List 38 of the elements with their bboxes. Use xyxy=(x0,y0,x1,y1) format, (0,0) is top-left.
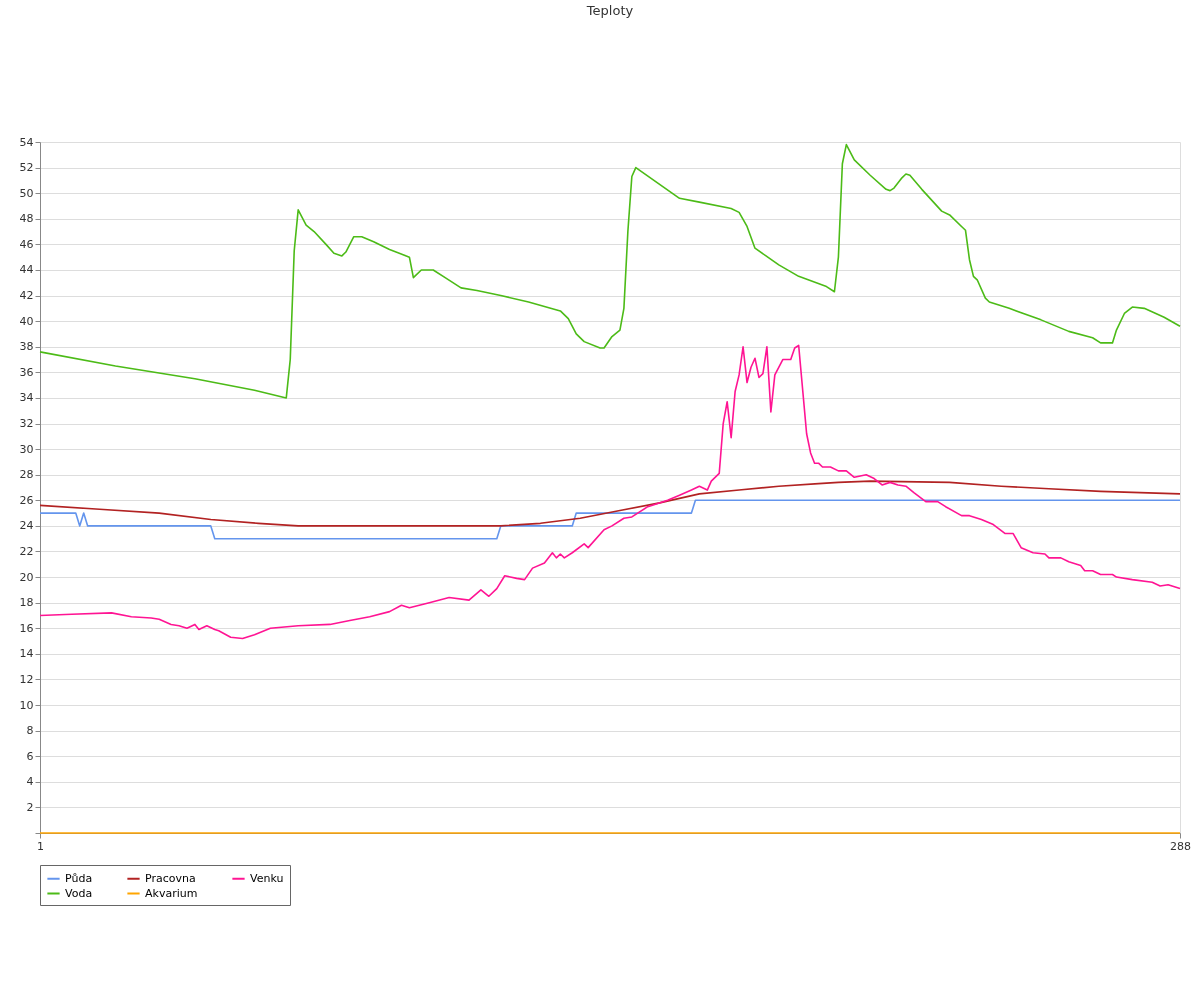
y-tick-label: 10 xyxy=(19,698,34,712)
legend-label: Akvarium xyxy=(145,886,198,900)
x-tick-label: 288 xyxy=(1170,839,1191,853)
y-tick-label: 32 xyxy=(19,417,34,431)
y-tick-label: 2 xyxy=(26,800,34,814)
y-tick-label: 34 xyxy=(19,391,34,405)
y-tick-label: 16 xyxy=(19,621,34,635)
line-series xyxy=(39,499,1181,540)
y-tick-label: 28 xyxy=(19,468,34,482)
y-tick-label: 12 xyxy=(19,672,34,686)
line-series xyxy=(39,480,1181,527)
legend-label: Půda xyxy=(65,871,93,885)
y-tick-label: 40 xyxy=(19,314,34,328)
y-tick-label: 38 xyxy=(19,340,34,354)
y-tick-label: 20 xyxy=(19,570,34,584)
chart-title: Teploty xyxy=(585,3,634,18)
y-tick-label: 30 xyxy=(19,442,34,456)
y-tick-label: 42 xyxy=(19,289,34,303)
legend-label: Venku xyxy=(250,871,284,885)
y-tick-label: 44 xyxy=(19,263,34,277)
legend-label: Voda xyxy=(65,886,93,900)
x-tick-label: 1 xyxy=(37,839,44,853)
y-tick-label: 4 xyxy=(26,775,34,789)
y-tick-label: 48 xyxy=(19,212,34,226)
legend-label: Pracovna xyxy=(145,871,196,885)
y-tick-label: 18 xyxy=(19,596,34,610)
y-tick-label: 14 xyxy=(19,647,34,661)
y-tick-label: 36 xyxy=(19,365,34,379)
y-tick-label: 22 xyxy=(19,544,34,558)
y-tick-label: 6 xyxy=(26,749,34,763)
y-tick-label: 24 xyxy=(19,519,34,533)
y-tick-label: 54 xyxy=(19,135,34,149)
line-series xyxy=(39,344,1181,640)
y-tick-label: 8 xyxy=(26,724,34,738)
y-tick-label: 26 xyxy=(19,493,34,507)
y-tick-label: 46 xyxy=(19,237,34,251)
y-tick-label: 50 xyxy=(19,186,34,200)
y-tick-label: 52 xyxy=(19,161,34,175)
